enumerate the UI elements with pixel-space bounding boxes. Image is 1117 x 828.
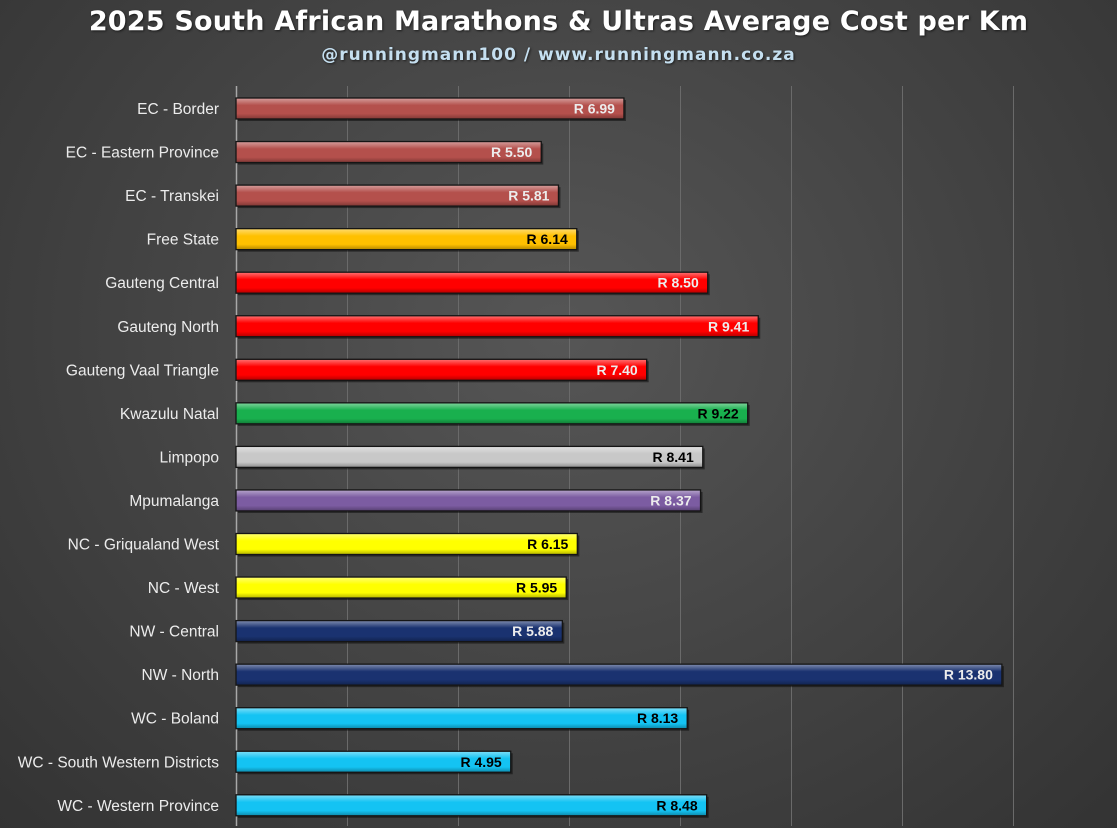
chart-title: 2025 South African Marathons & Ultras Av…	[88, 6, 1029, 37]
data-label: R 4.95	[460, 754, 501, 770]
data-label: R 5.88	[512, 623, 553, 639]
data-label: R 9.22	[697, 405, 738, 421]
data-label: R 8.41	[653, 449, 694, 465]
bar	[235, 532, 578, 556]
category-label: WC - Boland	[131, 711, 219, 728]
category-label: NW - Central	[129, 624, 219, 641]
bar	[235, 402, 749, 425]
bar	[235, 271, 709, 294]
data-label: R 13.80	[944, 667, 993, 683]
bar	[235, 315, 759, 338]
category-label: Gauteng North	[117, 319, 219, 336]
category-label: Free State	[147, 232, 219, 249]
bar	[235, 97, 625, 120]
bar	[235, 707, 688, 730]
category-label: WC - South Western Districts	[18, 754, 220, 771]
data-label: R 5.95	[516, 580, 557, 596]
data-label: R 5.81	[508, 188, 549, 204]
data-label: R 8.50	[658, 275, 699, 291]
bar	[235, 576, 567, 599]
data-label: R 8.48	[656, 797, 697, 813]
bar	[235, 445, 704, 469]
category-label: EC - Eastern Province	[66, 145, 219, 162]
bar	[235, 794, 708, 817]
data-label: R 8.37	[650, 492, 691, 508]
category-label: Gauteng Vaal Triangle	[66, 362, 219, 379]
category-label: NW - North	[142, 667, 220, 684]
bar	[235, 489, 702, 512]
bar	[235, 184, 560, 207]
data-label: R 7.40	[596, 362, 637, 378]
data-label: R 8.13	[637, 710, 678, 726]
category-label: NC - West	[148, 580, 220, 597]
category-label: EC - Border	[137, 101, 219, 118]
category-label: Kwazulu Natal	[120, 406, 219, 423]
bar	[235, 140, 542, 164]
category-label: NC - Griqualand West	[68, 537, 220, 554]
chart-subtitle: @runningmann100 / www.runningmann.co.za	[321, 45, 796, 65]
bar	[235, 663, 1003, 686]
category-label: WC - Western Province	[57, 798, 219, 815]
bar	[235, 358, 648, 381]
category-label: Mpumalanga	[129, 493, 219, 510]
data-label: R 6.14	[527, 231, 568, 247]
bar	[235, 227, 578, 251]
data-label: R 6.15	[527, 536, 568, 552]
bar	[235, 619, 563, 643]
data-label: R 6.99	[574, 101, 615, 117]
category-label: Gauteng Central	[105, 275, 219, 292]
category-label: EC - Transkei	[125, 188, 219, 205]
category-label: Limpopo	[160, 449, 219, 466]
bar	[235, 750, 512, 773]
data-label: R 9.41	[708, 318, 749, 334]
data-label: R 5.50	[491, 144, 532, 160]
